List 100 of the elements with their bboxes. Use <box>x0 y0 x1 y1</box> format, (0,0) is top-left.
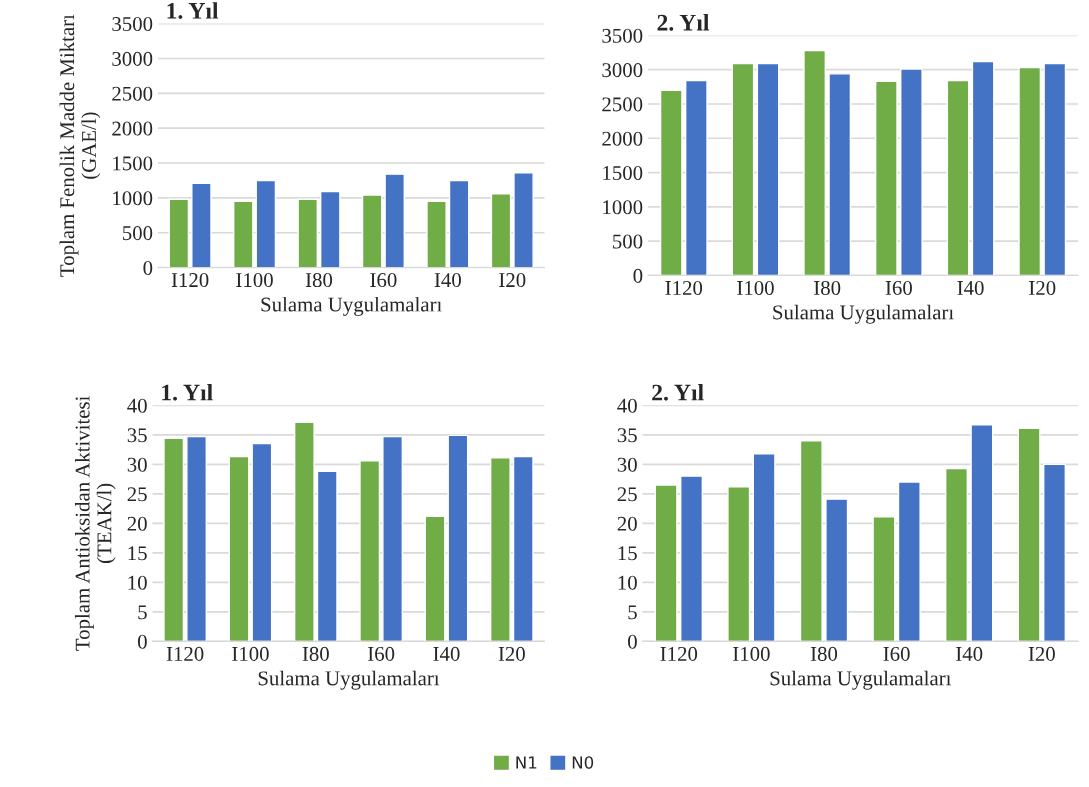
y-tick-label: 30 <box>617 457 637 472</box>
x-tick-label: I60 <box>370 273 397 288</box>
x-tick-label: I20 <box>498 646 525 661</box>
chart-title: 1. Yıl <box>167 2 219 19</box>
bar <box>828 73 852 276</box>
bar <box>382 435 403 642</box>
y-tick-label: 20 <box>127 516 147 531</box>
y-tick-label: 35 <box>617 428 637 443</box>
bar <box>293 421 315 642</box>
y-tick-label: 1500 <box>113 156 153 171</box>
bar <box>426 200 447 268</box>
bar <box>448 179 470 268</box>
x-axis-title: Sulama Uygulamaları <box>770 670 952 690</box>
bar <box>1018 66 1042 276</box>
bar <box>513 172 534 268</box>
y-tick-label: 1000 <box>603 200 643 215</box>
x-tick-label: I80 <box>302 646 329 661</box>
x-tick-label: I60 <box>883 646 910 661</box>
chart-title: 2. Yıl <box>652 383 704 401</box>
x-tick-label: I40 <box>433 646 460 661</box>
bar <box>680 475 704 642</box>
x-tick-label: I100 <box>232 646 269 661</box>
y-tick-label: 2000 <box>602 131 643 146</box>
bar <box>255 179 277 268</box>
x-tick-label: I80 <box>814 280 841 295</box>
x-tick-label: I100 <box>733 646 770 661</box>
x-tick-label: I60 <box>368 646 395 661</box>
bar <box>731 62 755 276</box>
x-tick-label: I100 <box>737 280 774 295</box>
bar <box>359 460 381 642</box>
bar <box>799 440 823 642</box>
y-tick-label: 15 <box>618 546 637 561</box>
bar <box>946 79 970 276</box>
bar <box>512 455 534 642</box>
bar <box>897 481 921 642</box>
chart-title: 2. Yıl <box>657 14 710 31</box>
y-tick-label: 0 <box>137 634 147 649</box>
y-tick-label: 0 <box>628 634 637 649</box>
bar <box>447 434 469 642</box>
bar <box>971 60 995 276</box>
bar <box>752 453 776 642</box>
y-tick-label: 5 <box>628 605 637 620</box>
x-tick-label: I120 <box>171 273 209 288</box>
y-tick-label: 15 <box>128 546 147 561</box>
y-tick-label: 20 <box>617 516 637 531</box>
x-tick-label: I120 <box>660 646 698 661</box>
bar <box>756 62 780 276</box>
bar <box>297 198 318 268</box>
y-tick-label: 30 <box>127 457 147 472</box>
y-tick-label: 25 <box>617 487 637 502</box>
bar <box>384 173 405 268</box>
legend-label: N0 <box>572 756 594 769</box>
bar <box>232 200 254 268</box>
bar <box>825 498 849 642</box>
bar <box>970 424 994 642</box>
y-tick-label: 25 <box>127 487 147 502</box>
x-tick-label: I20 <box>499 273 526 288</box>
x-axis-title: Sulama Uygulamaları <box>258 670 440 690</box>
y-tick-label: 3500 <box>112 16 153 32</box>
x-tick-label: I120 <box>166 646 204 661</box>
y-tick-label: 40 <box>617 398 637 413</box>
y-tick-label: 500 <box>613 234 643 249</box>
bar <box>228 455 250 642</box>
x-tick-label: I100 <box>236 273 273 288</box>
bar <box>163 437 185 642</box>
bar <box>168 198 190 268</box>
x-tick-label: I60 <box>885 280 912 295</box>
bar <box>361 194 383 268</box>
legend-label: N1 <box>516 756 537 769</box>
y-tick-label: 10 <box>618 575 637 590</box>
x-tick-label: I40 <box>434 273 461 288</box>
bar <box>251 442 273 642</box>
y-tick-label: 2500 <box>602 97 643 112</box>
bar <box>191 182 212 268</box>
bar <box>872 516 896 642</box>
y-axis-title: Toplam Fenolik Madde Miktarı (GAE/l) <box>59 14 101 277</box>
x-tick-label: I80 <box>810 646 838 661</box>
y-tick-label: 1500 <box>603 165 643 181</box>
bar <box>1017 427 1041 642</box>
x-tick-label: I80 <box>305 273 333 288</box>
bar <box>316 470 338 642</box>
bar <box>874 80 898 276</box>
x-tick-label: I20 <box>1028 646 1055 661</box>
bar <box>186 435 207 642</box>
bar <box>945 467 968 642</box>
x-tick-label: I20 <box>1029 280 1056 295</box>
chart-title: 1. Yıl <box>162 383 213 401</box>
bar <box>727 486 751 642</box>
x-tick-label: I40 <box>956 646 983 661</box>
y-tick-label: 500 <box>123 226 153 241</box>
bar <box>803 49 826 276</box>
bar <box>490 192 512 268</box>
y-tick-label: 2000 <box>112 121 153 136</box>
bar <box>659 89 683 276</box>
y-tick-label: 0 <box>143 260 153 276</box>
y-tick-label: 2500 <box>112 86 153 101</box>
x-tick-label: I120 <box>665 280 703 295</box>
y-tick-label: 3500 <box>602 28 643 43</box>
bar <box>1043 463 1067 642</box>
y-tick-label: 10 <box>128 575 147 590</box>
